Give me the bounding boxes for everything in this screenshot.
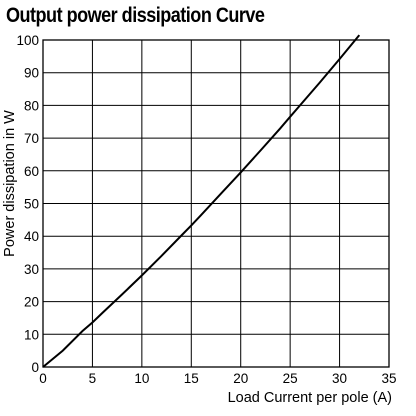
x-tick-label: 35 — [381, 371, 396, 386]
y-tick-label: 90 — [24, 66, 39, 81]
tick-labels: 0 5 10 15 20 25 30 35 0 10 20 30 40 50 60 70 80 90 100 — [16, 33, 396, 386]
chart-title: Output power dissipation Curve — [6, 4, 265, 27]
grid — [43, 40, 389, 367]
x-tick-label: 15 — [184, 371, 199, 386]
y-tick-label: 70 — [24, 131, 39, 146]
x-tick-label: 20 — [233, 371, 248, 386]
plot-frame — [42, 39, 390, 368]
y-axis-label: Power dissipation in W — [2, 110, 18, 257]
y-tick-label: 60 — [24, 164, 39, 179]
y-tick-label: 20 — [24, 295, 39, 310]
x-tick-label: 5 — [89, 371, 97, 386]
y-tick-label: 0 — [31, 360, 39, 375]
power-curve-line — [42, 34, 361, 368]
y-tick-label: 50 — [24, 197, 39, 212]
y-tick-label: 10 — [24, 327, 39, 342]
x-tick-label: 25 — [283, 371, 298, 386]
x-tick-label: 0 — [39, 371, 47, 386]
x-tick-label: 10 — [134, 371, 149, 386]
x-axis-label: Load Current per pole (A) — [228, 390, 392, 406]
series-layer — [42, 34, 361, 368]
y-tick-label: 80 — [24, 98, 39, 113]
y-tick-label: 30 — [24, 262, 39, 277]
y-tick-label: 40 — [24, 229, 39, 244]
y-tick-label: 100 — [16, 33, 39, 48]
x-tick-label: 30 — [332, 371, 347, 386]
